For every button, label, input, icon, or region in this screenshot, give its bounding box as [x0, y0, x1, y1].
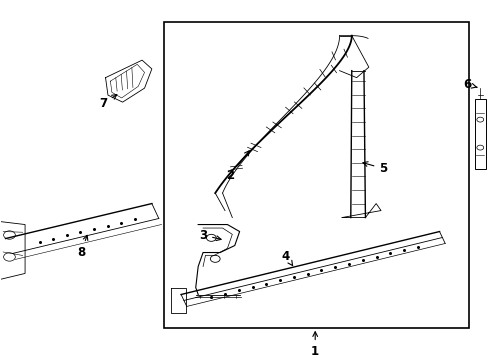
Text: 7: 7	[99, 95, 117, 111]
Bar	[474, 99, 485, 168]
Text: 5: 5	[362, 162, 387, 175]
Text: 6: 6	[462, 78, 476, 91]
Text: 3: 3	[199, 229, 221, 242]
Text: 2: 2	[225, 151, 249, 182]
Bar	[163, 22, 468, 328]
Text: 8: 8	[77, 235, 88, 259]
Text: 4: 4	[281, 249, 292, 266]
Text: 1: 1	[310, 332, 319, 358]
